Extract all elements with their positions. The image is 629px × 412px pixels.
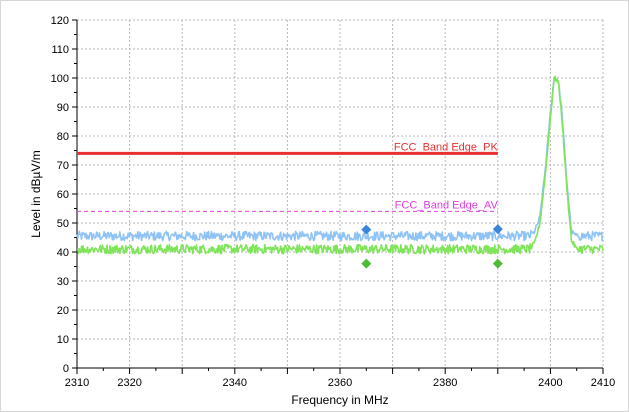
- y-tick-label: 50: [57, 218, 69, 230]
- limit-lines: FCC_Band Edge_PK FCC_Band Edge_AV: [77, 141, 499, 212]
- x-tick-label: 2410: [591, 377, 615, 389]
- y-tick-label: 90: [57, 102, 69, 114]
- y-tick-label: 70: [57, 160, 69, 172]
- av-limit-label: FCC_Band Edge_AV: [395, 199, 499, 211]
- y-tick-label: 120: [51, 15, 69, 27]
- pk-limit-label: FCC_Band Edge_PK: [394, 141, 499, 153]
- y-tick-label: 0: [63, 363, 69, 375]
- y-tick-label: 80: [57, 131, 69, 143]
- x-tick-label: 2360: [328, 377, 352, 389]
- y-tick-label: 110: [51, 44, 69, 56]
- series: [76, 75, 604, 255]
- x-tick-label: 2380: [433, 377, 457, 389]
- y-tick-label: 100: [51, 73, 69, 85]
- tick-labels: 0 10 20 30 40 50 60 70 80 90 100 110 120 2310 2320 2340…: [51, 15, 616, 389]
- marker-diamond: [492, 224, 503, 235]
- x-tick-label: 2320: [117, 377, 141, 389]
- marker-diamond: [492, 258, 503, 269]
- x-tick-label: 2400: [538, 377, 562, 389]
- y-tick-label: 10: [57, 334, 69, 346]
- series-line-1: [76, 77, 604, 242]
- marker-diamond: [361, 258, 372, 269]
- y-axis-title: Level in dBµV/m: [29, 150, 43, 238]
- x-tick-label: 2340: [223, 377, 247, 389]
- y-tick-label: 20: [57, 305, 69, 317]
- y-tick-label: 40: [57, 247, 69, 259]
- x-tick-label: 2310: [65, 377, 89, 389]
- axes: [72, 19, 604, 374]
- y-tick-label: 60: [57, 189, 69, 201]
- markers: [361, 224, 503, 269]
- x-axis-title: Frequency in MHz: [291, 393, 388, 407]
- y-tick-label: 30: [57, 276, 69, 288]
- series-line-2: [76, 75, 604, 255]
- marker-diamond: [361, 224, 372, 235]
- grid: [77, 19, 604, 368]
